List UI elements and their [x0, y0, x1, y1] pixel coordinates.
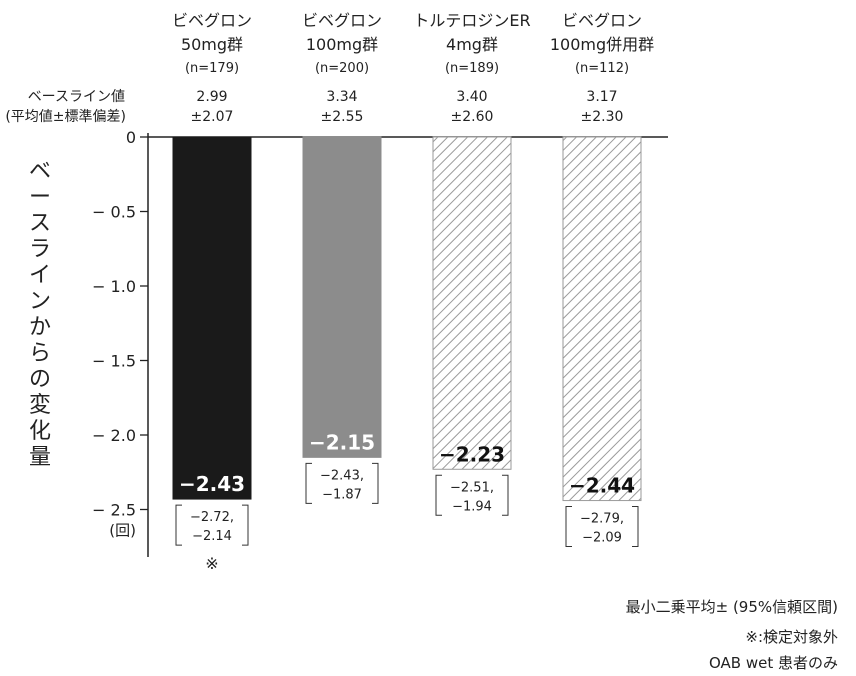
ci-lower-label: −2.79,: [580, 512, 624, 527]
category-n: (n=112): [575, 61, 629, 76]
category-name-line1: ビベグロン: [302, 11, 382, 30]
y-tick-label: − 2.0: [92, 426, 136, 445]
ci-bracket-right: [632, 506, 639, 548]
category-n: (n=189): [445, 61, 499, 76]
ci-upper-label: −2.09: [582, 531, 622, 546]
y-tick-label: − 1.0: [92, 277, 136, 296]
ci-lower-label: −2.43,: [320, 468, 364, 483]
y-tick-label: − 1.5: [92, 352, 136, 371]
ci-bracket-left: [305, 462, 312, 504]
category-n: (n=200): [315, 61, 369, 76]
bar: [562, 136, 642, 502]
not-tested-mark: ※: [205, 554, 218, 573]
ci-bracket-left: [175, 504, 182, 546]
baseline-mean: 2.99: [196, 89, 227, 105]
bar-value-label: −2.43: [179, 472, 245, 496]
baseline-sd: ±2.30: [581, 109, 624, 125]
y-tick-label: 0: [126, 128, 136, 147]
category-name-line2: 100mg群: [306, 35, 378, 54]
legend-note-lsmean: 最小二乗平均± (95%信頼区間): [625, 598, 838, 616]
baseline-sd: ±2.55: [321, 109, 364, 125]
ci-bracket-right: [502, 474, 509, 516]
bar-value-label: −2.44: [569, 474, 635, 498]
category-name-line1: ビベグロン: [562, 11, 642, 30]
bar: [432, 136, 512, 470]
ci-upper-label: −1.87: [322, 487, 362, 502]
baseline-mean: 3.34: [326, 89, 357, 105]
baseline-sd: ±2.07: [191, 109, 234, 125]
ci-bracket-right: [372, 462, 379, 504]
y-unit-label: (回): [109, 522, 136, 540]
bar-value-label: −2.15: [309, 430, 375, 454]
footnote-not-tested: ※:検定対象外: [745, 628, 838, 646]
category-n: (n=179): [185, 61, 239, 76]
ci-lower-label: −2.51,: [450, 480, 494, 495]
footnote-oab-wet: OAB wet 患者のみ: [708, 654, 838, 672]
ci-bracket-right: [242, 504, 249, 546]
baseline-sd: ±2.60: [451, 109, 494, 125]
category-name-line2: 50mg群: [181, 35, 243, 54]
bar: [302, 136, 382, 458]
y-tick-label: − 0.5: [92, 203, 136, 222]
y-axis-title: ベースラインからの変化量: [29, 159, 51, 470]
bar: [172, 136, 252, 500]
ci-lower-label: −2.72,: [190, 510, 234, 525]
bar-value-label: −2.23: [439, 442, 505, 466]
baseline-mean: 3.40: [456, 89, 487, 105]
ci-upper-label: −1.94: [452, 499, 492, 514]
y-tick-label: − 2.5: [92, 501, 136, 520]
category-name-line1: トルテロジンER: [413, 11, 530, 30]
category-name-line2: 4mg群: [446, 35, 498, 54]
ci-bracket-left: [565, 506, 572, 548]
category-name-line2: 100mg併用群: [550, 35, 654, 54]
ci-upper-label: −2.14: [192, 529, 232, 544]
baseline-row-label: ベースライン値: [28, 89, 125, 105]
category-name-line1: ビベグロン: [172, 11, 252, 30]
ci-bracket-left: [435, 474, 442, 516]
baseline-row-sublabel: (平均値±標準偏差): [5, 109, 126, 125]
baseline-mean: 3.17: [586, 89, 617, 105]
